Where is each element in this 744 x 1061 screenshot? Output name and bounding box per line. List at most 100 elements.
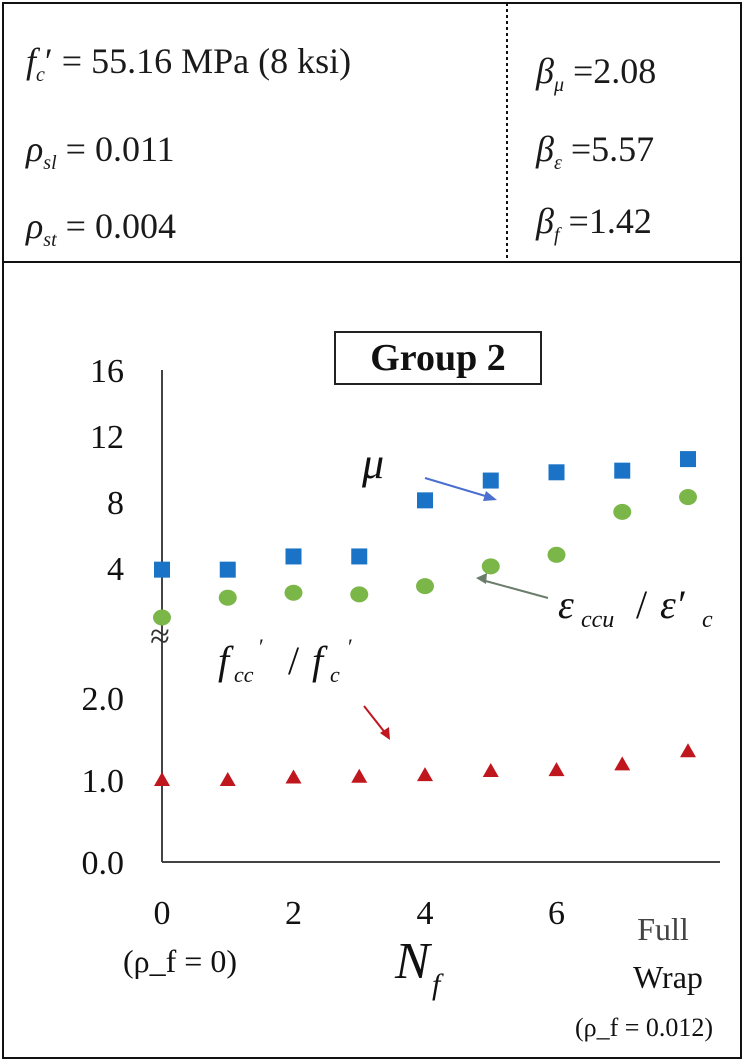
label-fcc-den-prime: ′ [348,634,353,659]
strain-ratio-point [613,503,632,520]
strain-ratio-point [547,546,566,563]
upper-y-tick-label: 16 [90,353,124,390]
x-tick-label: 6 [548,895,565,932]
param-beta-mu: βμ =2.08 [536,50,656,97]
x-annotation-right-line2: Wrap [633,959,703,995]
strength-ratio-point [351,768,368,783]
x-axis-title-main: N [394,933,433,990]
upper-y-tick-label: 12 [90,419,124,456]
x-tick-label: 4 [417,895,434,932]
label-fcc-num-sub: cc [234,662,254,687]
arrow-mu-line [424,477,493,499]
label-fcc-den: f [312,638,328,683]
param-beta-f-value: 1.42 [588,201,652,241]
param-fc-eq: = [61,41,83,81]
lower-y-tick-labels: 0.0 1.0 2.0 [82,681,125,882]
strength-ratio-point [548,762,565,777]
param-rho-st-sub: st [43,229,57,252]
mu-point [351,548,368,565]
param-beta-mu-symbol: β [536,51,554,91]
chart-title: Group 2 [370,337,506,379]
lower-y-tick-label: 1.0 [82,763,125,800]
lower-y-tick-label: 2.0 [82,681,125,718]
mu-point [417,492,433,509]
arrow-eps-head [476,573,487,584]
lower-y-tick-label: 0.0 [82,845,125,882]
arrow-eps-line [481,579,549,599]
param-rho-sl-eq: = [65,129,86,169]
mu-point [614,462,631,479]
chart-title-box [334,331,542,385]
label-eps-sub: ccu [581,607,614,633]
param-rho-st-symbol: ρ [26,206,44,246]
x-annotation-left: (ρ_f = 0) [123,943,237,979]
param-rho-sl-sub: sl [43,152,57,175]
label-eps-den-sub: c [702,607,713,633]
param-beta-mu-sub: μ [553,74,564,97]
param-beta-eps: βε =5.57 [536,128,654,175]
mu-point [219,561,236,578]
param-beta-f: βf =1.42 [536,200,652,247]
param-beta-mu-value: 2.08 [593,51,657,91]
x-tick-label: 2 [285,895,302,932]
x-annotation-right-line1: Full [637,911,689,947]
upper-y-tick-label: 8 [107,485,124,522]
strain-ratio-point [284,584,303,601]
arrow-mu-head [483,491,497,501]
mu-point [548,464,565,481]
x-axis-title: N f [394,933,444,1001]
strain-ratio-point [481,558,500,575]
param-fc-sub: c [36,64,45,87]
param-fc: fc′ = 55.16 MPa (8 ksi) [26,40,351,87]
label-eps-den: ε′ [660,582,686,627]
label-eps: ε ccu / ε′ c [558,582,713,633]
param-beta-f-sub: f [553,224,560,247]
param-fc-value: 55.16 MPa (8 ksi) [91,41,352,81]
param-fc-symbol: f [26,41,37,81]
strain-ratio-point [416,578,434,595]
data-marks [153,451,697,786]
label-fcc: f cc ′ / f c ′ [218,634,353,687]
strength-ratio-point [417,767,433,782]
label-fcc-prime: ′ [259,634,264,659]
x-axis-title-sub: f [432,968,444,1001]
param-beta-f-symbol: β [536,201,554,241]
param-beta-eps-eq: = [570,129,592,169]
label-fcc-sep: / [288,638,300,683]
strain-ratio-point [679,489,697,506]
arrow-fcc-head [380,727,390,740]
param-rho-sl: ρsl = 0.011 [26,128,175,175]
upper-y-tick-labels: 4 8 12 16 [90,353,124,588]
mu-point [482,472,499,489]
x-annotation-right-line3: (ρ_f = 0.012) [575,1013,713,1042]
param-beta-eps-sub: ε [553,152,562,175]
x-tick-labels: 0 2 4 6 [154,895,566,932]
param-rho-sl-value: 0.011 [94,129,175,169]
param-beta-eps-value: 5.57 [591,129,655,169]
strength-ratio-point [482,762,499,777]
label-fcc-den-sub: c [330,662,340,687]
param-rho-st: ρst = 0.004 [26,205,176,252]
param-beta-f-eq: = [568,201,589,241]
label-mu: μ [361,439,384,488]
strength-ratio-point [285,769,302,784]
label-eps-main: ε [558,582,574,627]
param-rho-sl-symbol: ρ [26,129,44,169]
label-fcc-num: f [218,638,234,683]
arrow-fcc-line [363,705,387,735]
param-rho-st-value: 0.004 [94,206,176,246]
x-tick-label: 0 [154,895,171,932]
param-beta-eps-symbol: β [536,129,554,169]
param-rho-st-eq: = [65,206,86,246]
strain-ratio-point [153,609,171,626]
strain-ratio-point [218,589,237,606]
mu-point [680,451,696,468]
mu-point [285,548,302,565]
param-fc-prime: ′ [44,41,53,81]
mu-point [154,561,170,578]
upper-y-tick-label: 4 [107,551,124,588]
